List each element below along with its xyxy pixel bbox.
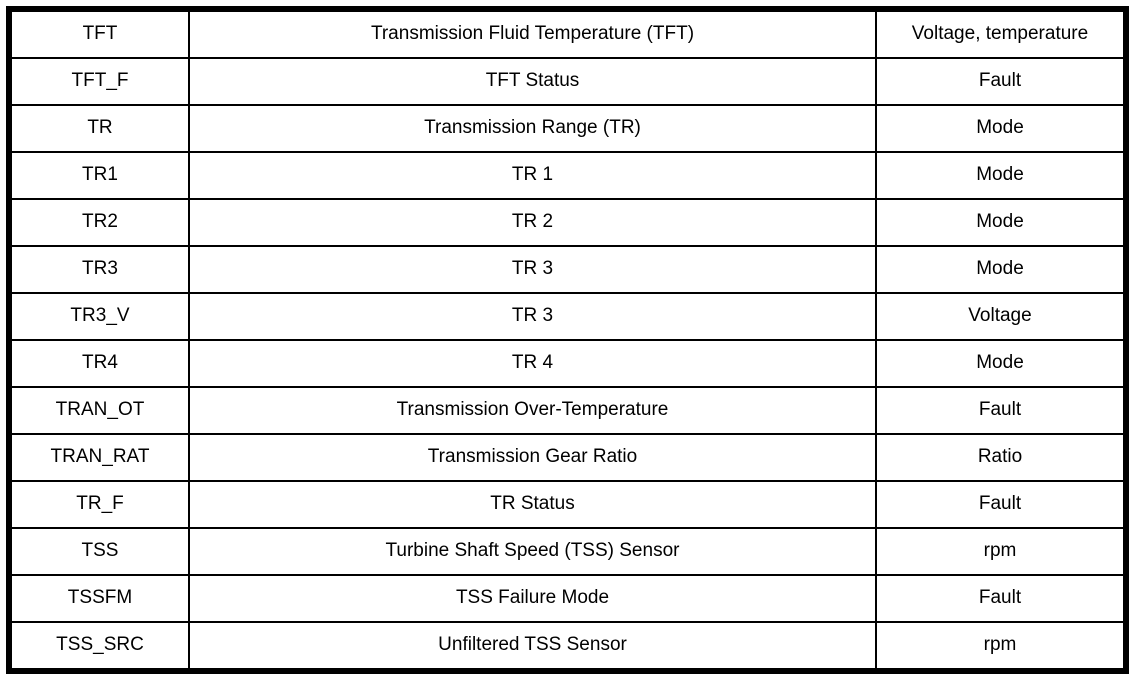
cell-description: Transmission Gear Ratio <box>188 433 877 482</box>
cell-acronym: TR_F <box>8 480 190 529</box>
cell-units: Mode <box>875 151 1127 200</box>
cell-units: Ratio <box>875 433 1127 482</box>
table-row: TSS Turbine Shaft Speed (TSS) Sensor rpm <box>8 527 1127 576</box>
cell-acronym: TR2 <box>8 198 190 247</box>
cell-units: rpm <box>875 621 1127 672</box>
cell-acronym: TR <box>8 104 190 153</box>
cell-acronym: TR3_V <box>8 292 190 341</box>
table-row: TR Transmission Range (TR) Mode <box>8 104 1127 153</box>
table-row: TSSFM TSS Failure Mode Fault <box>8 574 1127 623</box>
table-row: TR4 TR 4 Mode <box>8 339 1127 388</box>
table-row: TFT Transmission Fluid Temperature (TFT) V… <box>8 8 1127 59</box>
table-row: TR2 TR 2 Mode <box>8 198 1127 247</box>
parameter-table-container: TFT Transmission Fluid Temperature (TFT) V… <box>6 6 1129 674</box>
cell-units: Mode <box>875 339 1127 388</box>
cell-description: Transmission Over-Temperature <box>188 386 877 435</box>
cell-acronym: TR4 <box>8 339 190 388</box>
cell-description: Unfiltered TSS Sensor <box>188 621 877 672</box>
cell-description: TR 3 <box>188 245 877 294</box>
cell-description: TR 4 <box>188 339 877 388</box>
cell-acronym: TFT_F <box>8 57 190 106</box>
cell-acronym: TFT <box>8 8 190 59</box>
table-row: TSS_SRC Unfiltered TSS Sensor rpm <box>8 621 1127 672</box>
cell-units: Fault <box>875 480 1127 529</box>
cell-acronym: TRAN_OT <box>8 386 190 435</box>
cell-units: Fault <box>875 574 1127 623</box>
cell-units: Voltage <box>875 292 1127 341</box>
cell-units: rpm <box>875 527 1127 576</box>
table-row: TR3 TR 3 Mode <box>8 245 1127 294</box>
cell-units: Mode <box>875 245 1127 294</box>
table-row: TR_F TR Status Fault <box>8 480 1127 529</box>
cell-units: Fault <box>875 57 1127 106</box>
cell-acronym: TSS_SRC <box>8 621 190 672</box>
cell-units: Voltage, temperature <box>875 8 1127 59</box>
cell-acronym: TR3 <box>8 245 190 294</box>
table-row: TRAN_OT Transmission Over-Temperature Faul… <box>8 386 1127 435</box>
table-row: TRAN_RAT Transmission Gear Ratio Ratio <box>8 433 1127 482</box>
cell-description: Transmission Fluid Temperature (TFT) <box>188 8 877 59</box>
table-row: TFT_F TFT Status Fault <box>8 57 1127 106</box>
cell-description: TR 3 <box>188 292 877 341</box>
cell-acronym: TRAN_RAT <box>8 433 190 482</box>
table-row: TR3_V TR 3 Voltage <box>8 292 1127 341</box>
cell-acronym: TSSFM <box>8 574 190 623</box>
cell-description: TSS Failure Mode <box>188 574 877 623</box>
cell-description: TR Status <box>188 480 877 529</box>
parameter-table: TFT Transmission Fluid Temperature (TFT) V… <box>6 6 1129 674</box>
cell-acronym: TSS <box>8 527 190 576</box>
parameter-table-body: TFT Transmission Fluid Temperature (TFT) V… <box>8 8 1127 672</box>
cell-description: Transmission Range (TR) <box>188 104 877 153</box>
table-row: TR1 TR 1 Mode <box>8 151 1127 200</box>
cell-description: TR 1 <box>188 151 877 200</box>
cell-units: Mode <box>875 198 1127 247</box>
cell-units: Fault <box>875 386 1127 435</box>
cell-acronym: TR1 <box>8 151 190 200</box>
cell-description: TR 2 <box>188 198 877 247</box>
cell-units: Mode <box>875 104 1127 153</box>
cell-description: Turbine Shaft Speed (TSS) Sensor <box>188 527 877 576</box>
cell-description: TFT Status <box>188 57 877 106</box>
